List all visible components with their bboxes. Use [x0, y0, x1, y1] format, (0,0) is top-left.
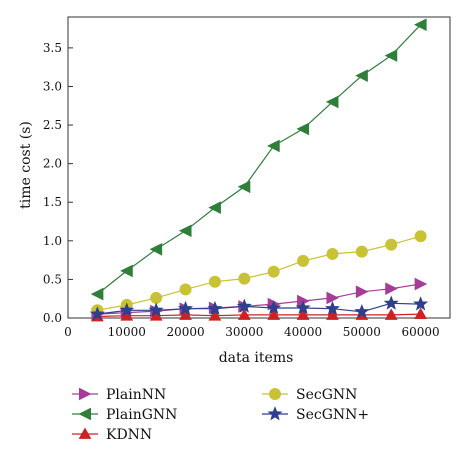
legend-item-kdnn: KDNN — [72, 427, 152, 443]
legend-marker — [79, 387, 92, 401]
data-point-plaingnn — [237, 180, 251, 194]
series-line-kdnn — [97, 313, 421, 318]
data-point-kdnn — [267, 308, 281, 320]
plot-area: 0 10000 20000 30000 40000 50000 60000 0.0 0.5 1.0… — [43, 16, 451, 339]
legend: PlainNN PlainGNN KDNN SecGNN SecGNN+ — [72, 387, 369, 443]
data-point-plaingnn — [208, 201, 221, 214]
series-line-secgnn — [97, 235, 421, 311]
y-tick-label: 3.5 — [43, 41, 62, 55]
legend-label: PlainNN — [106, 387, 166, 403]
data-point-secgnn-plus — [295, 300, 311, 315]
data-point-kdnn — [384, 308, 398, 320]
data-point-plainnn — [326, 291, 340, 305]
data-point-secgnn — [267, 265, 280, 278]
legend-label: PlainGNN — [106, 407, 177, 423]
data-point-secgnn-plus — [354, 303, 370, 319]
data-point-plaingnn — [267, 139, 280, 153]
data-point-plaingnn — [296, 122, 310, 136]
data-point-secgnn — [297, 254, 310, 267]
data-point-secgnn-plus — [119, 302, 135, 317]
y-tick-label: 2.0 — [43, 157, 62, 171]
data-point-secgnn-plus — [324, 300, 340, 316]
data-point-plaingnn — [355, 69, 368, 82]
data-point-kdnn — [237, 308, 251, 320]
data-point-kdnn — [326, 308, 339, 320]
data-point-secgnn-plus — [178, 300, 194, 316]
data-point-plaingnn — [90, 287, 104, 301]
legend-item-secgnn-plus: SecGNN+ — [262, 406, 369, 423]
legend-label: SecGNN+ — [296, 407, 369, 423]
legend-item-plainnn: PlainNN — [72, 387, 166, 403]
legend-label: KDNN — [106, 427, 152, 443]
data-point-kdnn — [296, 308, 310, 320]
x-tick-label: 10000 — [108, 325, 146, 339]
series-line-plainnn — [97, 283, 421, 315]
data-point-secgnn — [179, 283, 192, 296]
data-point-plaingnn — [384, 49, 398, 62]
data-point-secgnn — [238, 272, 251, 285]
x-tick-label: 20000 — [166, 325, 204, 339]
data-point-secgnn-plus — [266, 300, 282, 315]
data-point-plaingnn — [120, 264, 133, 278]
y-tick-label: 0.5 — [43, 272, 62, 286]
x-axis-label: data items — [219, 350, 294, 366]
x-tick-label: 60000 — [402, 325, 440, 339]
legend-label: SecGNN — [296, 387, 357, 403]
data-point-plaingnn — [149, 243, 163, 256]
series-line-plaingnn — [97, 24, 422, 295]
y-tick-label: 3.0 — [43, 79, 62, 93]
data-point-secgnn — [385, 238, 398, 251]
y-tick-label: 0.0 — [43, 311, 62, 325]
data-point-secgnn — [414, 230, 427, 243]
plot-frame — [67, 16, 451, 319]
y-tick-label: 2.5 — [43, 118, 62, 132]
x-tick-label: 30000 — [225, 325, 263, 339]
legend-marker — [78, 407, 91, 421]
data-point-secgnn-plus — [236, 298, 252, 313]
data-point-secgnn-plus — [383, 295, 399, 310]
data-point-plaingnn — [325, 95, 339, 109]
x-tick-label: 0 — [64, 325, 72, 339]
data-point-secgnn-plus — [89, 306, 105, 321]
data-point-plainnn — [385, 282, 398, 295]
data-point-secgnn-plus — [413, 296, 429, 311]
data-point-kdnn — [414, 307, 427, 320]
data-point-plaingnn — [178, 224, 192, 238]
y-axis-label: time cost (s) — [18, 121, 34, 209]
legend-marker — [78, 427, 92, 439]
data-point-plainnn — [355, 285, 369, 299]
legend-marker — [269, 388, 281, 400]
x-tick-label: 40000 — [284, 325, 322, 339]
data-point-secgnn — [326, 247, 339, 260]
y-tick-label: 1.5 — [43, 195, 62, 209]
data-point-plaingnn — [413, 18, 427, 32]
data-point-secgnn-plus — [148, 302, 164, 317]
legend-item-plaingnn: PlainGNN — [72, 407, 177, 423]
data-point-secgnn — [150, 291, 163, 304]
data-point-kdnn — [179, 308, 192, 320]
data-point-secgnn — [355, 245, 368, 258]
x-tick-label: 50000 — [343, 325, 381, 339]
data-point-plainnn — [414, 277, 428, 291]
data-point-secgnn-plus — [207, 300, 223, 316]
data-point-secgnn — [208, 275, 221, 288]
y-tick-label: 1.0 — [43, 234, 62, 248]
data-point-kdnn — [208, 309, 222, 321]
legend-item-secgnn: SecGNN — [262, 387, 357, 403]
legend-marker — [267, 406, 283, 421]
